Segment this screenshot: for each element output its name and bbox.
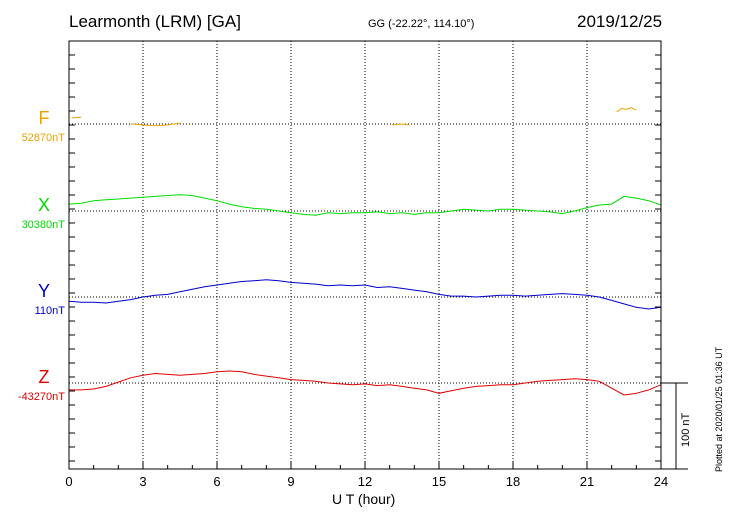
component-letter-Y: Y [37,281,50,301]
x-tick-label: 18 [505,474,521,489]
series-X [68,194,662,216]
component-baseline-Z: -43270nT [17,391,65,403]
x-tick-label: 12 [357,474,373,489]
series-F [392,123,410,126]
plotted-timestamp: Plotted at 2020/01/25 01:36 UT [714,346,724,472]
series-Y [68,279,662,310]
station-title: Learmonth (LRM) [GA] [69,12,241,31]
grid-layer [142,41,588,469]
component-letter-Z: Z [38,367,50,387]
x-tick-label: 21 [579,474,595,489]
series-Z [69,370,662,396]
series-F [71,116,82,119]
x-tick-label: 3 [139,474,147,489]
x-tick-label: 9 [287,474,295,489]
series-layer [68,107,662,396]
component-baseline-F: 52870nT [21,132,65,144]
component-baseline-Y: 110nT [34,305,65,317]
x-tick-label: 24 [653,474,669,489]
scale-bar [661,382,688,470]
x-axis-label: U T (hour) [332,491,396,507]
component-baseline-X: 30380nT [21,219,65,231]
component-letter-X: X [37,195,50,215]
plot-date: 2019/12/25 [577,12,663,31]
series-F [130,122,181,127]
station-coords: GG (-22.22°, 114.10°) [368,18,475,30]
x-tick-label: 6 [213,474,221,489]
tick-layer [68,54,662,469]
x-tick-label: 15 [431,474,447,489]
component-letter-F: F [38,108,50,128]
x-tick-label: 0 [65,474,73,489]
series-F [616,107,637,113]
scale-bar-label: 100 nT [680,412,692,447]
